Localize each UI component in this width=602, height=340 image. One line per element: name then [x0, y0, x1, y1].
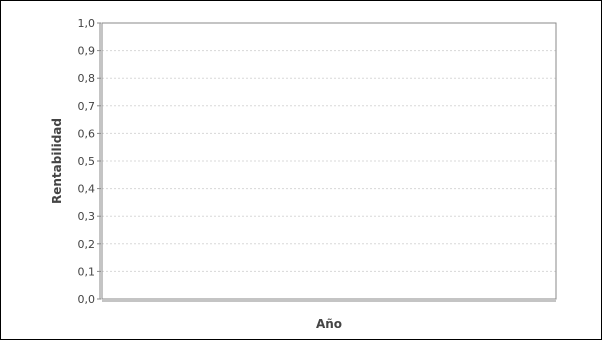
- y-tick-label: 0,7: [78, 100, 96, 113]
- y-axis-title: Rentabilidad: [50, 118, 64, 204]
- y-ticks-layer: 0,0 0,1 0,2 0,3 0,4 0,5 0,6 0,7 0,8 0,9 1,0: [78, 17, 102, 306]
- y-tick-label: 0,1: [78, 265, 96, 278]
- y-tick-label: 0,3: [78, 210, 96, 223]
- y-tick-label: 0,0: [78, 293, 96, 306]
- grid-layer: [102, 51, 556, 272]
- y-tick-label: 0,8: [78, 72, 96, 85]
- y-tick-label: 0,9: [78, 45, 96, 58]
- y-tick-label: 0,2: [78, 238, 96, 251]
- x-axis-title: Año: [316, 317, 342, 331]
- y-tick-label: 1,0: [78, 17, 96, 30]
- y-tick-label: 0,4: [78, 183, 96, 196]
- y-tick-label: 0,6: [78, 127, 96, 140]
- y-tick-label: 0,5: [78, 155, 96, 168]
